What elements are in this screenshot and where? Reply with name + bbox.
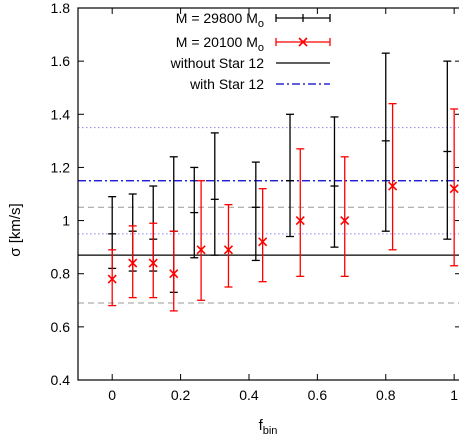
data-point-marker (196, 245, 206, 255)
x-tick-label: 0 (108, 387, 116, 403)
legend-label-main: M = 20100 M (176, 34, 258, 50)
legend-label-main: without Star 12 (170, 55, 265, 71)
x-tick-label: 0.6 (308, 387, 328, 403)
y-tick-label: 0.4 (51, 372, 71, 388)
legend-label: M = 29800 Mo (176, 10, 264, 30)
x-tick-label: 0.2 (171, 387, 191, 403)
data-point-marker (107, 274, 117, 284)
legend-swatch-marker (298, 37, 308, 47)
series-group (108, 52, 452, 293)
y-tick-label: 1.6 (51, 53, 71, 69)
y-tick-label: 0.6 (51, 319, 71, 335)
axis-ticks: 0.4 0.6 0.8 1 1.2 1.4 1.6 1.8 0 0.2 0.4 0.6 0.8 1 (51, 0, 459, 403)
y-tick-label: 1.8 (51, 0, 71, 16)
data-point-marker (258, 237, 268, 247)
data-point-marker (388, 181, 398, 191)
reference-lines (78, 180, 459, 256)
legend-label-sub: o (258, 42, 264, 54)
legend-label: M = 20100 Mo (176, 34, 264, 54)
data-series (107, 52, 459, 312)
x-axis-label-sub: bin (263, 425, 278, 437)
data-point-marker (148, 258, 158, 268)
y-tick-label: 1 (62, 213, 70, 229)
data-point-marker (449, 184, 459, 194)
x-axis-label: fbin (259, 417, 278, 437)
legend-label-main: M = 29800 M (176, 10, 258, 26)
data-point-marker (223, 245, 234, 255)
legend-label: with Star 12 (189, 76, 264, 92)
x-axis-label-main: f (259, 417, 264, 434)
data-point-marker (295, 216, 305, 226)
y-axis-label: σ [km/s] (7, 203, 24, 256)
x-tick-label: 0.4 (239, 387, 259, 403)
x-tick-label: 1 (450, 387, 458, 403)
series-group (107, 103, 459, 312)
y-tick-label: 0.8 (51, 266, 71, 282)
band-lines (78, 127, 459, 304)
data-point-marker (128, 258, 138, 268)
legend-label-sub: o (258, 18, 264, 30)
legend-label: without Star 12 (170, 55, 265, 71)
y-tick-label: 1.2 (51, 159, 71, 175)
x-tick-label: 0.8 (376, 387, 396, 403)
data-point-marker (340, 216, 350, 226)
data-point-marker (169, 269, 179, 279)
y-tick-label: 1.4 (51, 106, 71, 122)
plot-frame (77, 7, 459, 381)
legend-label-main: with Star 12 (189, 76, 264, 92)
